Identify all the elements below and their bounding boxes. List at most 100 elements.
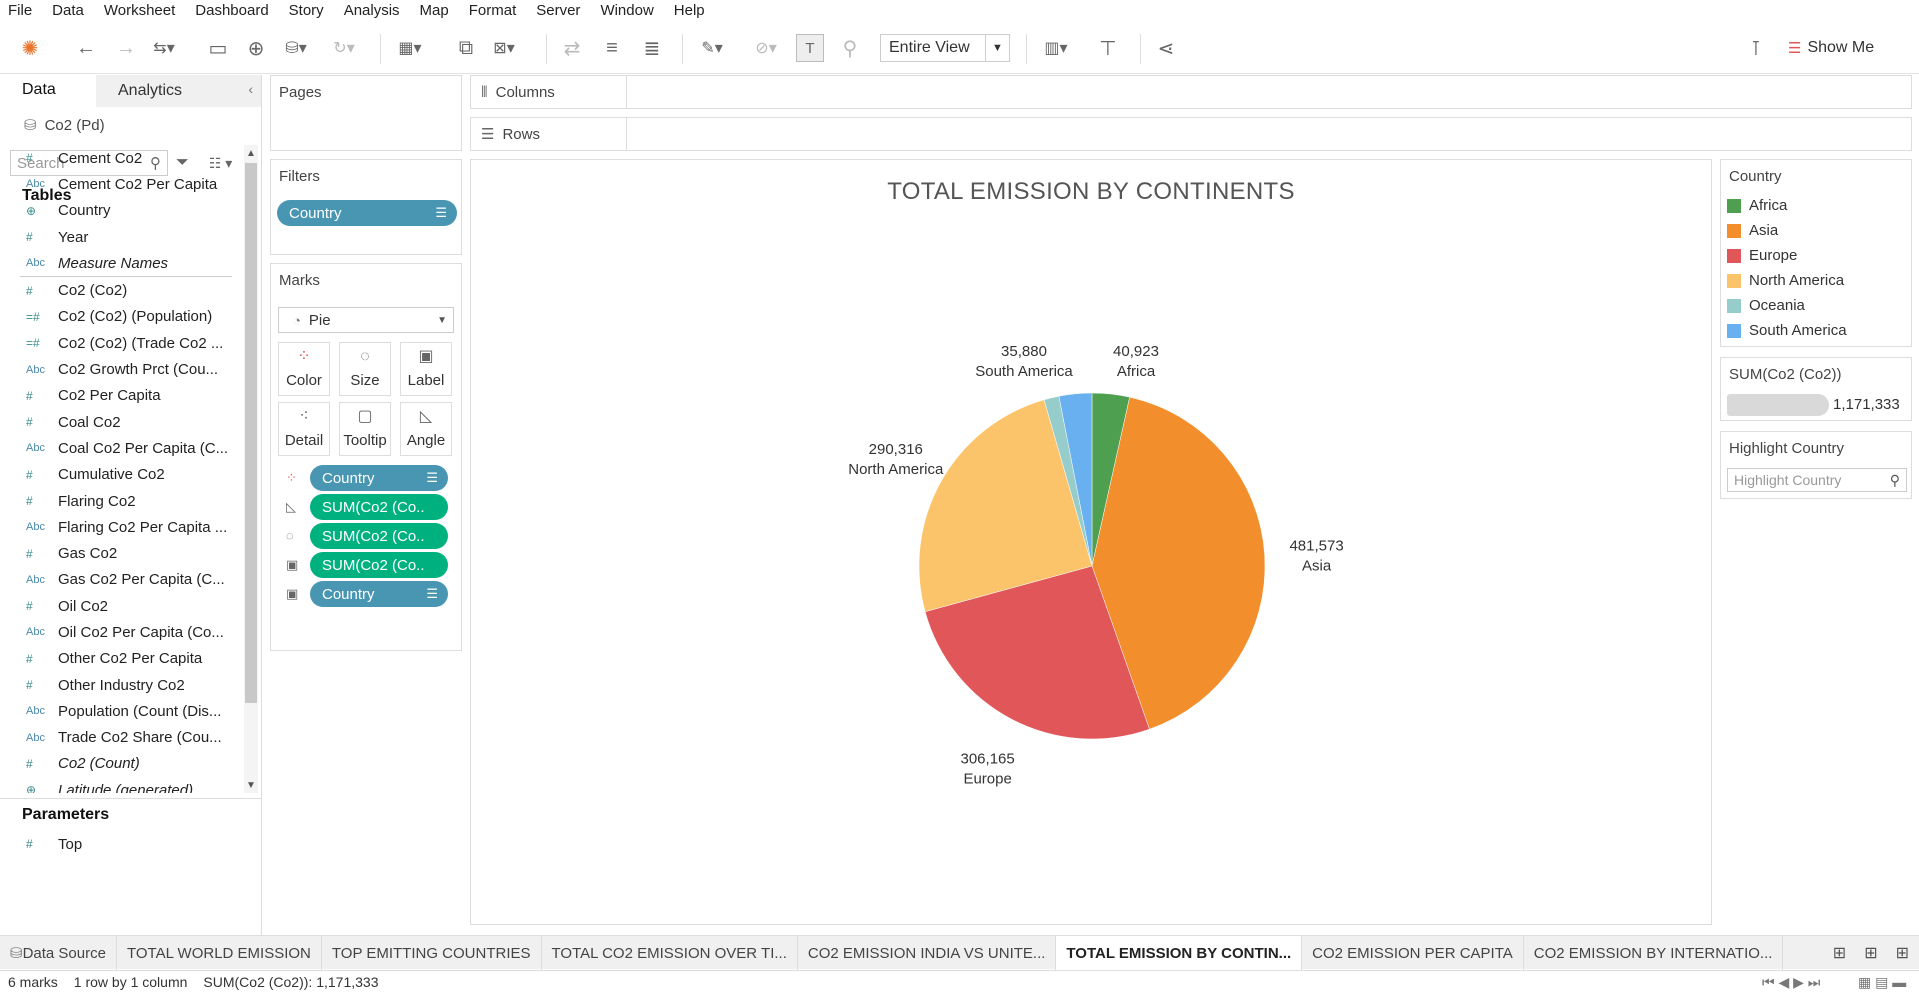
datasource-menu-icon[interactable]: ⛁▾ xyxy=(285,40,307,57)
show-me-button[interactable]: ☰ Show Me xyxy=(1788,34,1874,62)
view-mode-select[interactable]: Entire View ▼ xyxy=(880,34,1010,62)
mark-angle-button[interactable]: ◺ Angle xyxy=(400,402,452,456)
mark-size-button[interactable]: ◌ Size xyxy=(339,342,391,396)
field-item[interactable]: # Flaring Co2 xyxy=(0,488,242,514)
field-item[interactable]: ⊕ Country xyxy=(0,198,242,224)
clear-sheet-icon[interactable]: ⊠▾ xyxy=(493,40,515,57)
sheet-tab[interactable]: CO2 EMISSION INDIA VS UNITE... xyxy=(798,936,1057,970)
menu-worksheet[interactable]: Worksheet xyxy=(103,2,176,19)
new-sheet-buttons[interactable]: ⊞ ⊞ ⊞ xyxy=(1833,936,1919,969)
sheet-tab[interactable]: TOP EMITTING COUNTRIES xyxy=(322,936,542,970)
datasource-item[interactable]: ⛁ Co2 (Pd) xyxy=(0,107,261,143)
marks-pill-sum-angle[interactable]: SUM(Co2 (Co.. xyxy=(310,494,448,520)
legend-item[interactable]: South America xyxy=(1721,318,1911,343)
mark-tooltip-button[interactable]: ▢ Tooltip xyxy=(339,402,391,456)
mark-label-button[interactable]: ▣ Label xyxy=(400,342,452,396)
legend-item[interactable]: Africa xyxy=(1721,193,1911,218)
new-dashboard-icon[interactable]: ⊞ xyxy=(1864,944,1878,962)
field-item[interactable]: # Co2 (Count) xyxy=(0,751,242,777)
sheet-view-icons[interactable]: ▦ ▤ ▬ xyxy=(1858,973,1907,990)
pie-slice-asia[interactable] xyxy=(1091,396,1266,730)
duplicate-sheet-icon[interactable]: ⧉ xyxy=(458,36,474,59)
highlight-icon[interactable]: ✎▾ xyxy=(701,40,723,57)
field-item[interactable]: Abc Flaring Co2 Per Capita ... xyxy=(0,514,242,540)
field-item[interactable]: ⊕ Latitude (generated) xyxy=(0,777,242,793)
chevron-down-icon[interactable]: ▼ xyxy=(985,35,1009,61)
field-item[interactable]: Abc Gas Co2 Per Capita (C... xyxy=(0,567,242,593)
field-item[interactable]: Abc Population (Count (Dis... xyxy=(0,698,242,724)
sheet-tab[interactable]: CO2 EMISSION BY INTERNATIO... xyxy=(1524,936,1784,970)
new-datasource-icon[interactable]: ⊕ xyxy=(247,37,265,60)
format-painter-icon[interactable]: ⊺ xyxy=(1750,37,1762,60)
pages-shelf[interactable]: Pages xyxy=(270,75,462,151)
new-worksheet-icon[interactable]: ▦▾ xyxy=(398,40,422,57)
field-item[interactable]: # Co2 Per Capita xyxy=(0,383,242,409)
menu-format[interactable]: Format xyxy=(468,2,517,19)
filter-pill-country[interactable]: Country ☰ xyxy=(277,200,457,226)
field-item[interactable]: # Year xyxy=(0,224,242,250)
scroll-thumb[interactable] xyxy=(245,163,257,703)
share-icon[interactable]: ⋖ xyxy=(1157,37,1175,60)
pie-slice-north-america[interactable] xyxy=(918,399,1093,612)
marks-pill-sum-size[interactable]: SUM(Co2 (Co.. xyxy=(310,523,448,549)
marks-pill-country-color[interactable]: Country ☰ xyxy=(310,465,448,491)
tab-data-source[interactable]: ⛁ Data Source xyxy=(0,936,117,970)
menu-window[interactable]: Window xyxy=(600,2,654,19)
mark-detail-button[interactable]: ⁖ Detail xyxy=(278,402,330,456)
field-item[interactable]: Abc Oil Co2 Per Capita (Co... xyxy=(0,619,242,645)
menu-help[interactable]: Help xyxy=(673,2,705,19)
menu-map[interactable]: Map xyxy=(419,2,449,19)
sheet-tab[interactable]: TOTAL WORLD EMISSION xyxy=(117,936,322,970)
replay-icon[interactable]: ⇆▾ xyxy=(153,40,175,57)
menu-data[interactable]: Data xyxy=(52,2,84,19)
marks-pill-country-label[interactable]: Country ☰ xyxy=(310,581,448,607)
parameter-item[interactable]: # Top xyxy=(0,831,262,857)
legend-item[interactable]: Europe xyxy=(1721,243,1911,268)
save-icon[interactable]: ▭ xyxy=(208,37,228,60)
field-item[interactable]: # Other Industry Co2 xyxy=(0,672,242,698)
undo-icon[interactable]: ← xyxy=(76,36,96,59)
pie-slice-south-america[interactable] xyxy=(1058,392,1093,567)
search-input[interactable]: Search ⚲ xyxy=(10,150,168,176)
columns-shelf[interactable]: ⦀ Columns xyxy=(470,75,1912,109)
sort-descending-icon[interactable]: ≣ xyxy=(643,37,661,60)
rows-shelf[interactable]: ☰ Rows xyxy=(470,117,1912,151)
legend-item[interactable]: Asia xyxy=(1721,218,1911,243)
mark-type-select[interactable]: ◔ Pie ▼ xyxy=(278,307,454,333)
presentation-mode-icon[interactable]: ⊤ xyxy=(1099,37,1117,60)
view-list-icon[interactable]: ☷ ▾ xyxy=(208,154,233,171)
menu-file[interactable]: File xyxy=(8,2,33,19)
menu-server[interactable]: Server xyxy=(536,2,581,19)
new-story-icon[interactable]: ⊞ xyxy=(1895,944,1909,962)
field-item[interactable]: # Coal Co2 xyxy=(0,409,242,435)
field-item[interactable]: # Other Co2 Per Capita xyxy=(0,646,242,672)
show-cards-icon[interactable]: ▥▾ xyxy=(1044,40,1068,57)
sheet-tab[interactable]: TOTAL EMISSION BY CONTIN... xyxy=(1056,936,1303,970)
field-item[interactable]: # Co2 (Co2) xyxy=(0,277,242,303)
redo-icon[interactable]: → xyxy=(116,36,136,59)
tableau-logo-icon[interactable]: ✺ xyxy=(21,37,39,60)
mark-color-button[interactable]: ⁘ Color xyxy=(278,342,330,396)
filter-icon[interactable]: ⏷ xyxy=(176,154,189,171)
marks-pill-sum-label[interactable]: SUM(Co2 (Co.. xyxy=(310,552,448,578)
swap-icon[interactable]: ⇄ xyxy=(563,37,581,60)
field-list-scrollbar[interactable]: ▲ ▼ xyxy=(244,145,258,793)
scroll-down-icon[interactable]: ▼ xyxy=(246,779,256,791)
field-item[interactable]: # Gas Co2 xyxy=(0,540,242,566)
legend-item[interactable]: Oceania xyxy=(1721,293,1911,318)
show-labels-icon[interactable]: T xyxy=(796,34,824,62)
legend-item[interactable]: North America xyxy=(1721,268,1911,293)
field-item[interactable]: # Oil Co2 xyxy=(0,593,242,619)
sheet-nav-icons[interactable]: ⏮ ◀ ▶ ⏭ xyxy=(1762,973,1821,990)
menu-dashboard[interactable]: Dashboard xyxy=(195,2,269,19)
collapse-pane-icon[interactable]: ‹ xyxy=(248,81,253,97)
menu-analysis[interactable]: Analysis xyxy=(343,2,400,19)
field-item[interactable]: =# Co2 (Co2) (Population) xyxy=(0,304,242,330)
field-item[interactable]: # Cement Co2 xyxy=(0,145,242,171)
fix-axes-icon[interactable]: ⚲ xyxy=(842,37,858,60)
field-item[interactable]: Abc Measure Names xyxy=(0,250,242,276)
sheet-tab[interactable]: CO2 EMISSION PER CAPITA xyxy=(1302,936,1524,970)
new-worksheet-icon[interactable]: ⊞ xyxy=(1832,944,1847,962)
group-icon[interactable]: ⊘▾ xyxy=(755,40,777,57)
field-item[interactable]: # Cumulative Co2 xyxy=(0,462,242,488)
